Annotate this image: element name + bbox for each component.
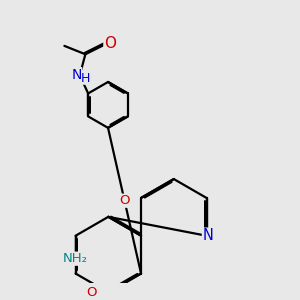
Text: O: O: [86, 286, 97, 299]
Text: N: N: [71, 68, 82, 82]
Text: NH₂: NH₂: [63, 252, 88, 265]
Text: N: N: [202, 228, 213, 243]
Text: O: O: [104, 36, 116, 51]
Text: O: O: [119, 194, 130, 207]
Text: H: H: [81, 71, 91, 85]
